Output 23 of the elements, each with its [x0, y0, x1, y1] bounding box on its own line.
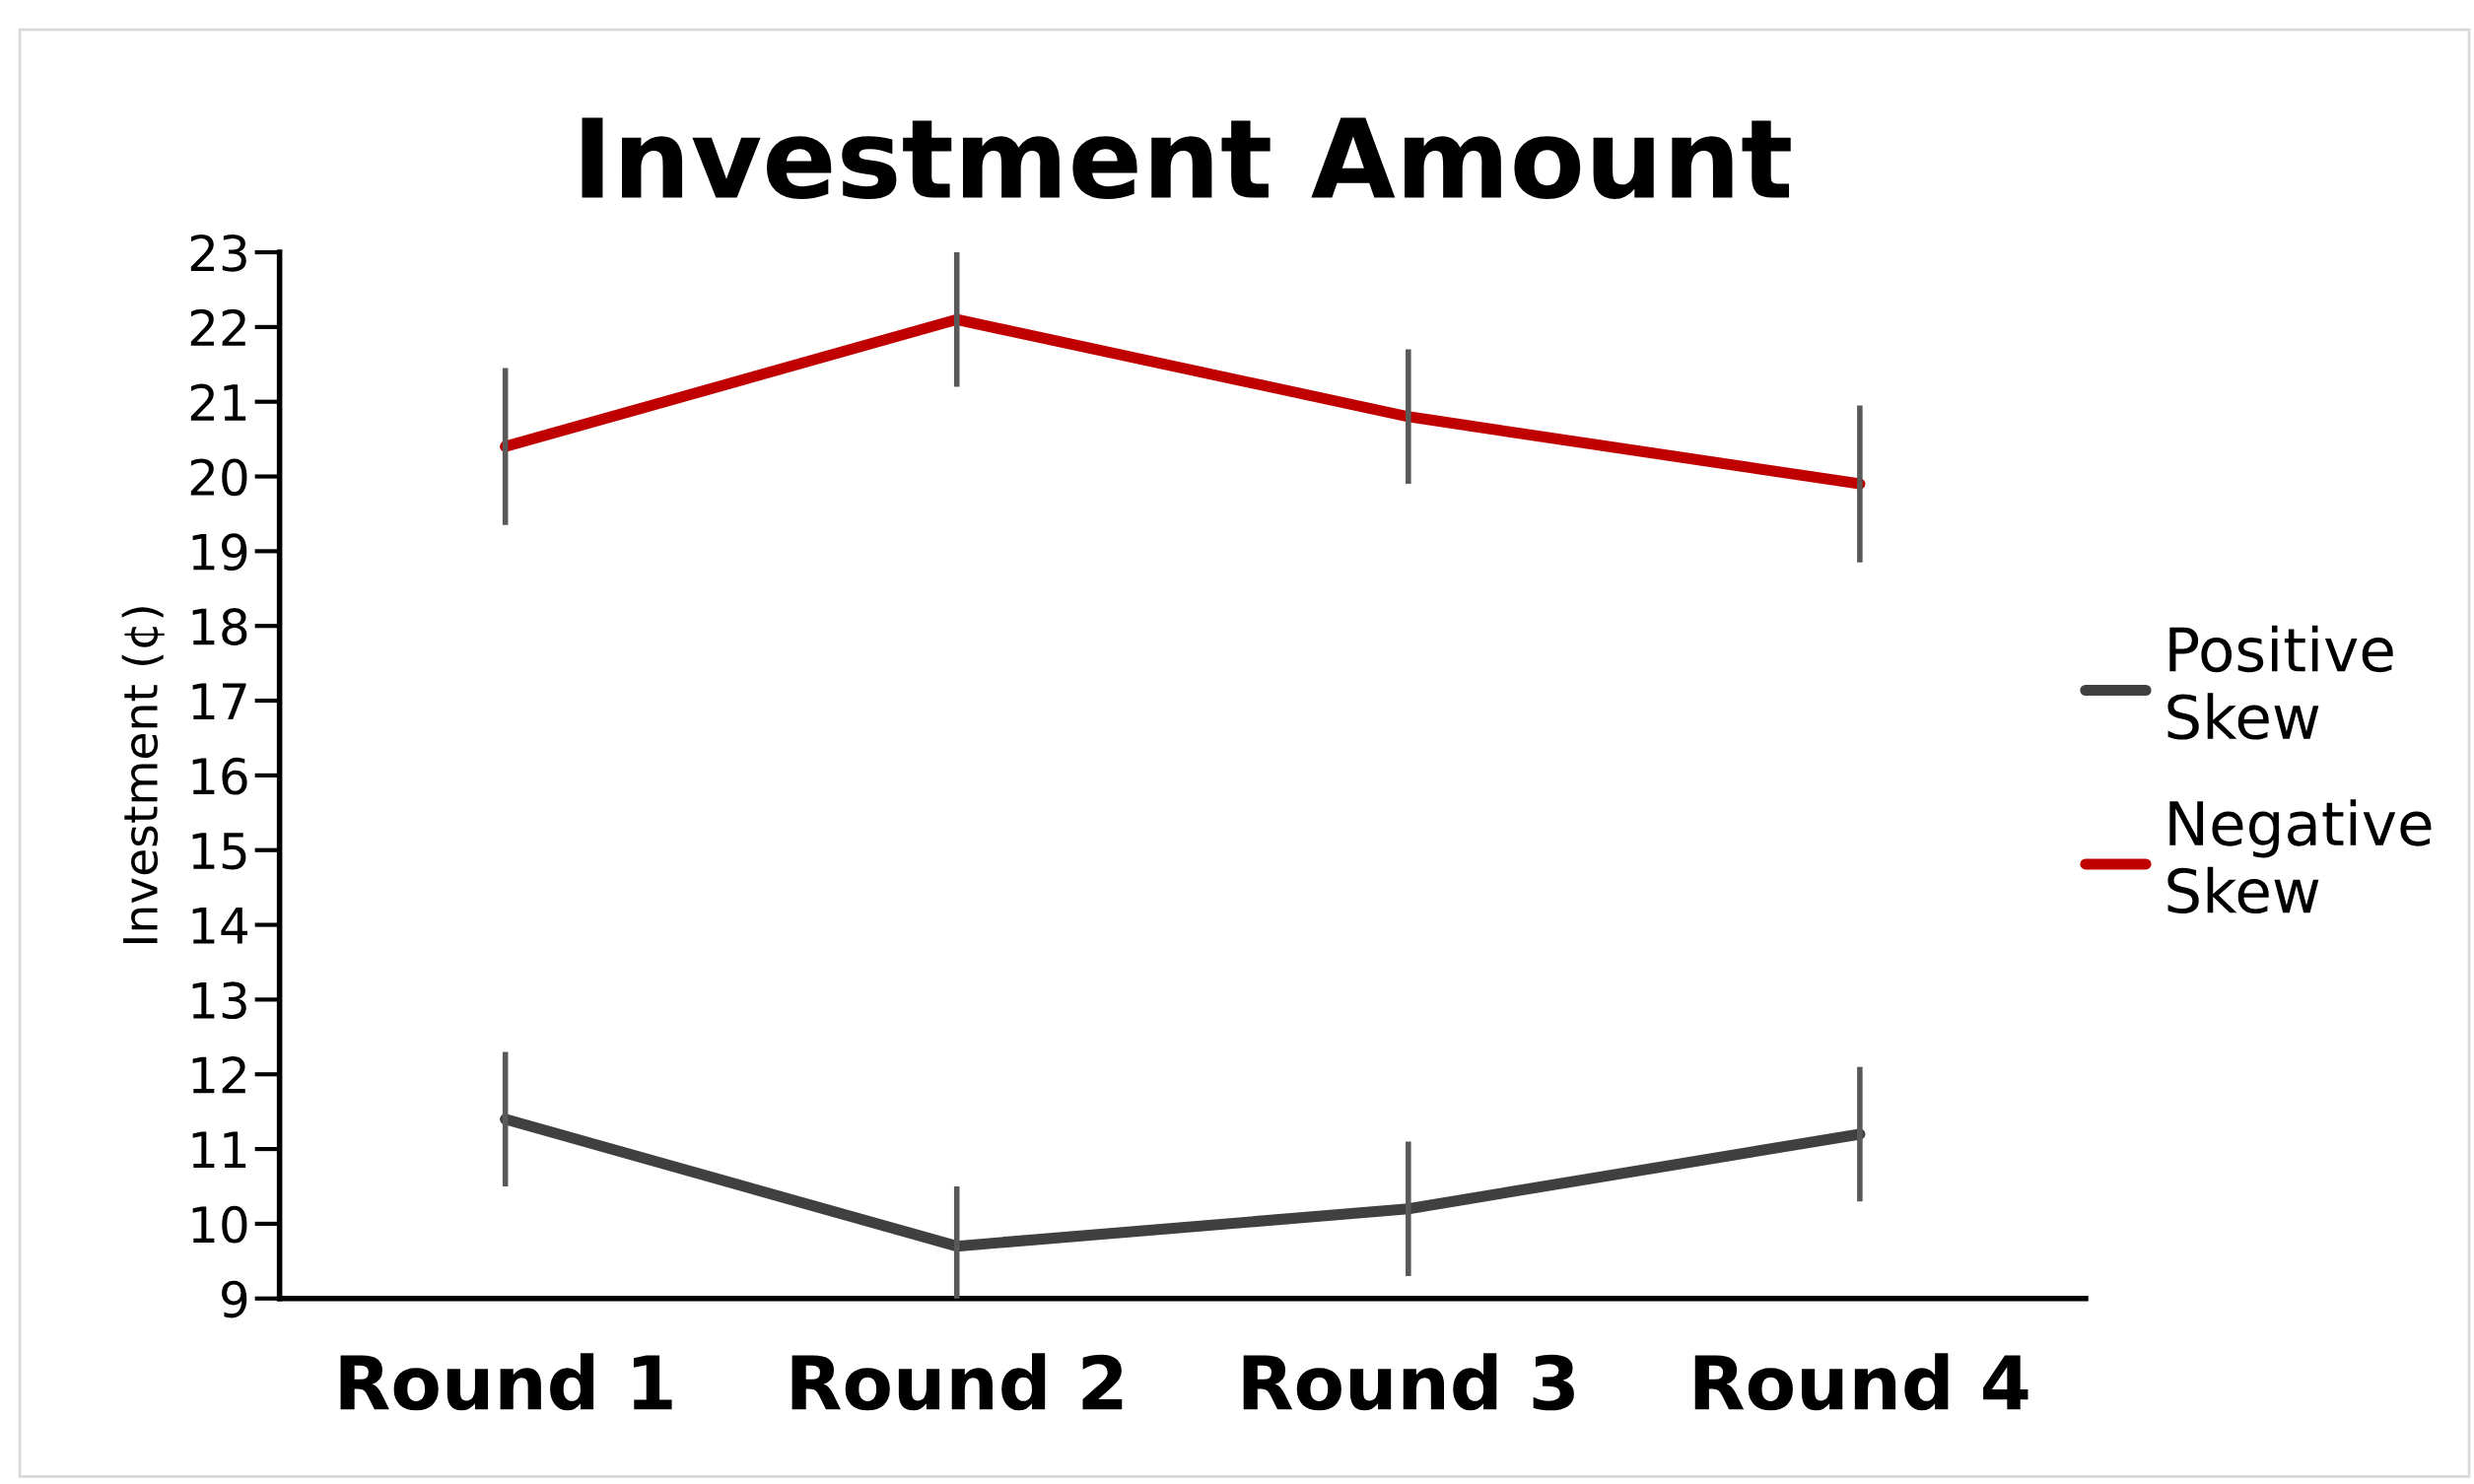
y-tick-label: 19 [192, 533, 247, 572]
y-tick-label: 12 [192, 1056, 245, 1094]
y-tick-label: 17 [192, 683, 246, 720]
y-axis-title: Investment (¢) [121, 607, 165, 943]
y-tick-label: 21 [190, 383, 246, 421]
y-tick-label: 10 [192, 1205, 247, 1244]
legend-label: Negative Skew [2167, 799, 2432, 914]
y-tick-label: 15 [192, 833, 246, 870]
y-tick-label: 14 [192, 908, 247, 944]
y-tick-label: 20 [190, 458, 247, 497]
x-tick-label: Round 4 [1694, 1353, 2028, 1411]
legend-label: Positive Skew [2167, 625, 2393, 740]
y-tick-label: 9 [222, 1280, 247, 1318]
chart-title: Investment Amount [582, 117, 1791, 200]
y-tick-label: 11 [192, 1131, 246, 1169]
x-tick-label: Round 2 [791, 1353, 1123, 1411]
x-tick-label: Round 1 [340, 1353, 672, 1411]
y-tick-label: 23 [190, 234, 246, 272]
x-tick-label: Round 3 [1243, 1353, 1574, 1411]
y-tick-label: 22 [190, 308, 245, 346]
y-tick-label: 16 [192, 757, 247, 795]
y-tick-label: 18 [192, 608, 247, 645]
y-tick-label: 13 [192, 981, 246, 1020]
